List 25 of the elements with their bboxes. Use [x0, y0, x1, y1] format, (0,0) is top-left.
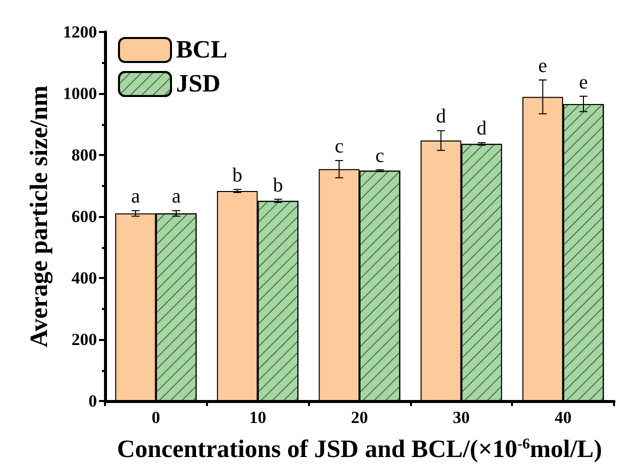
- data-label: d: [436, 106, 446, 128]
- x-tick-label: 30: [452, 408, 470, 427]
- y-axis-title: Average particle size/nm: [26, 85, 54, 348]
- legend-label: BCL: [176, 36, 228, 64]
- y-tick-label: 0: [88, 392, 97, 410]
- data-label: e: [579, 71, 588, 94]
- y-tick-label: 600: [72, 207, 97, 226]
- data-label: c: [375, 144, 384, 167]
- y-tick-label: 1200: [63, 22, 97, 42]
- y-tick-label: 1000: [63, 84, 97, 103]
- x-tick-label: 40: [554, 408, 572, 427]
- data-label: a: [131, 186, 140, 208]
- data-label: c: [334, 136, 344, 158]
- x-tick-label: 20: [351, 408, 368, 427]
- y-tick-label: 400: [72, 268, 97, 288]
- legend-label: JSD: [176, 70, 220, 98]
- data-label: d: [476, 118, 487, 140]
- x-tick-label: 0: [152, 408, 160, 427]
- data-label: a: [172, 186, 181, 208]
- y-tick-label: 800: [72, 146, 97, 164]
- data-label: b: [232, 164, 242, 186]
- y-tick-label: 200: [72, 330, 97, 349]
- data-label: b: [273, 174, 284, 196]
- x-tick-label: 10: [249, 408, 266, 427]
- data-label: e: [538, 54, 548, 77]
